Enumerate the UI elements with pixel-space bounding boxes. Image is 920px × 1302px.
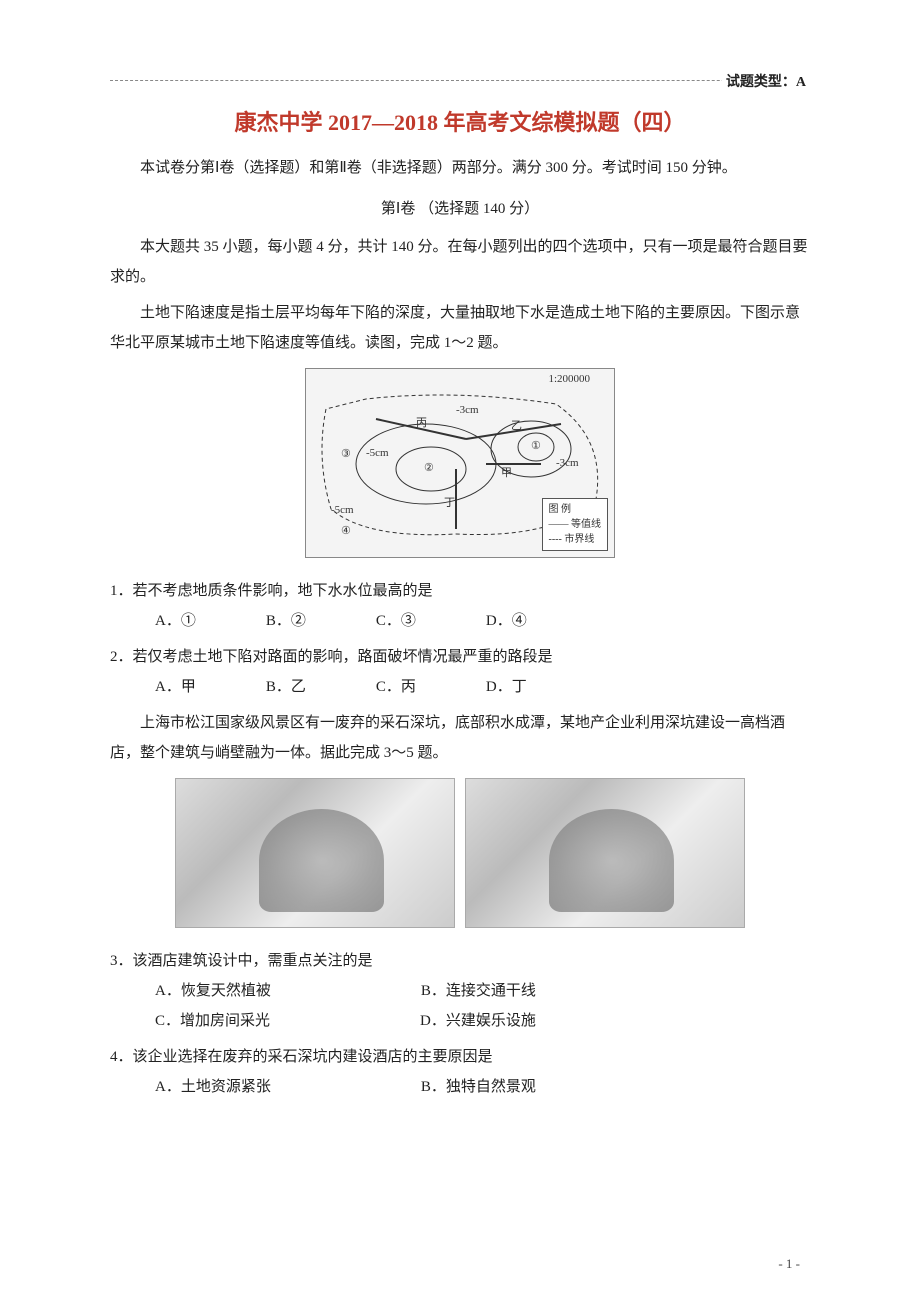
header-dashed-line: 试题类型：A [110,80,810,81]
q3-options-row1: A．恢复天然植被 B．连接交通干线 [110,976,810,1006]
map-seg-jia: 甲 [501,464,512,480]
q3-options-row2: C．增加房间采光 D．兴建娱乐设施 [110,1006,810,1036]
section-1-label: 第Ⅰ卷 （选择题 140 分） [110,197,810,218]
q4-stem: 4．该企业选择在废弃的采石深坑内建设酒店的主要原因是 [110,1042,810,1072]
legend-dashed: ---- 市界线 [549,532,602,547]
figure-1-container: 1:200000 ③ ② ① ④ -3cm -5cm -3cm -5cm 丙 乙… [110,368,810,558]
q3-opt-c: C．增加房间采光 [155,1006,270,1036]
q2-opt-d: D．丁 [486,672,527,702]
map-contour-5b: -5cm [331,504,354,516]
q1-opt-a: A．① [155,606,196,636]
q2-opt-a: A．甲 [155,672,196,702]
map-point-1: ① [531,439,541,452]
exam-title: 康杰中学 2017—2018 年高考文综模拟题（四） [110,105,810,137]
legend-title: 图 例 [549,502,602,517]
map-point-3: ③ [341,447,351,460]
q4-options-row1: A．土地资源紧张 B．独特自然景观 [110,1072,810,1102]
q4-opt-b: B．独特自然景观 [421,1072,536,1102]
map-legend: 图 例 —— 等值线 ---- 市界线 [542,498,609,551]
map-point-4: ④ [341,524,351,537]
q3-opt-a: A．恢复天然植被 [155,976,271,1006]
page-number: - 1 - [778,1256,800,1272]
q2-options: A．甲 B．乙 C．丙 D．丁 [110,672,810,702]
q1-opt-c: C．③ [376,606,416,636]
q2-opt-c: C．丙 [376,672,416,702]
q4-opt-a: A．土地资源紧张 [155,1072,271,1102]
q1-opt-b: B．② [266,606,306,636]
legend-solid: —— 等值线 [549,517,602,532]
passage-2: 上海市松江国家级风景区有一废弃的采石深坑，底部积水成潭，某地产企业利用深坑建设一… [110,708,810,768]
map-seg-bing: 丙 [416,414,427,430]
passage-1: 土地下陷速度是指土层平均每年下陷的深度，大量抽取地下水是造成土地下陷的主要原因。… [110,298,810,358]
exam-intro: 本试卷分第Ⅰ卷（选择题）和第Ⅱ卷（非选择题）两部分。满分 300 分。考试时间 … [110,153,810,183]
q1-options: A．① B．② C．③ D．④ [110,606,810,636]
q3-opt-d: D．兴建娱乐设施 [420,1006,536,1036]
q3-stem: 3．该酒店建筑设计中，需重点关注的是 [110,946,810,976]
q2-stem: 2．若仅考虑土地下陷对路面的影响，路面破坏情况最严重的路段是 [110,642,810,672]
map-seg-yi: 乙 [511,417,522,433]
q2-opt-b: B．乙 [266,672,306,702]
map-seg-ding: 丁 [444,494,455,510]
map-contour-3a: -3cm [456,404,479,416]
exam-type-label: 试题类型：A [722,71,810,91]
figure-2-container [110,778,810,928]
section-1-intro: 本大题共 35 小题，每小题 4 分，共计 140 分。在每小题列出的四个选项中… [110,232,810,292]
q1-opt-d: D．④ [486,606,527,636]
map-contour-3b: -3cm [556,457,579,469]
subsidence-map: 1:200000 ③ ② ① ④ -3cm -5cm -3cm -5cm 丙 乙… [305,368,615,558]
map-contour-5a: -5cm [366,447,389,459]
hotel-photo-1 [175,778,455,928]
hotel-photo-2 [465,778,745,928]
q1-stem: 1．若不考虑地质条件影响，地下水水位最高的是 [110,576,810,606]
q3-opt-b: B．连接交通干线 [421,976,536,1006]
map-point-2: ② [424,461,434,474]
